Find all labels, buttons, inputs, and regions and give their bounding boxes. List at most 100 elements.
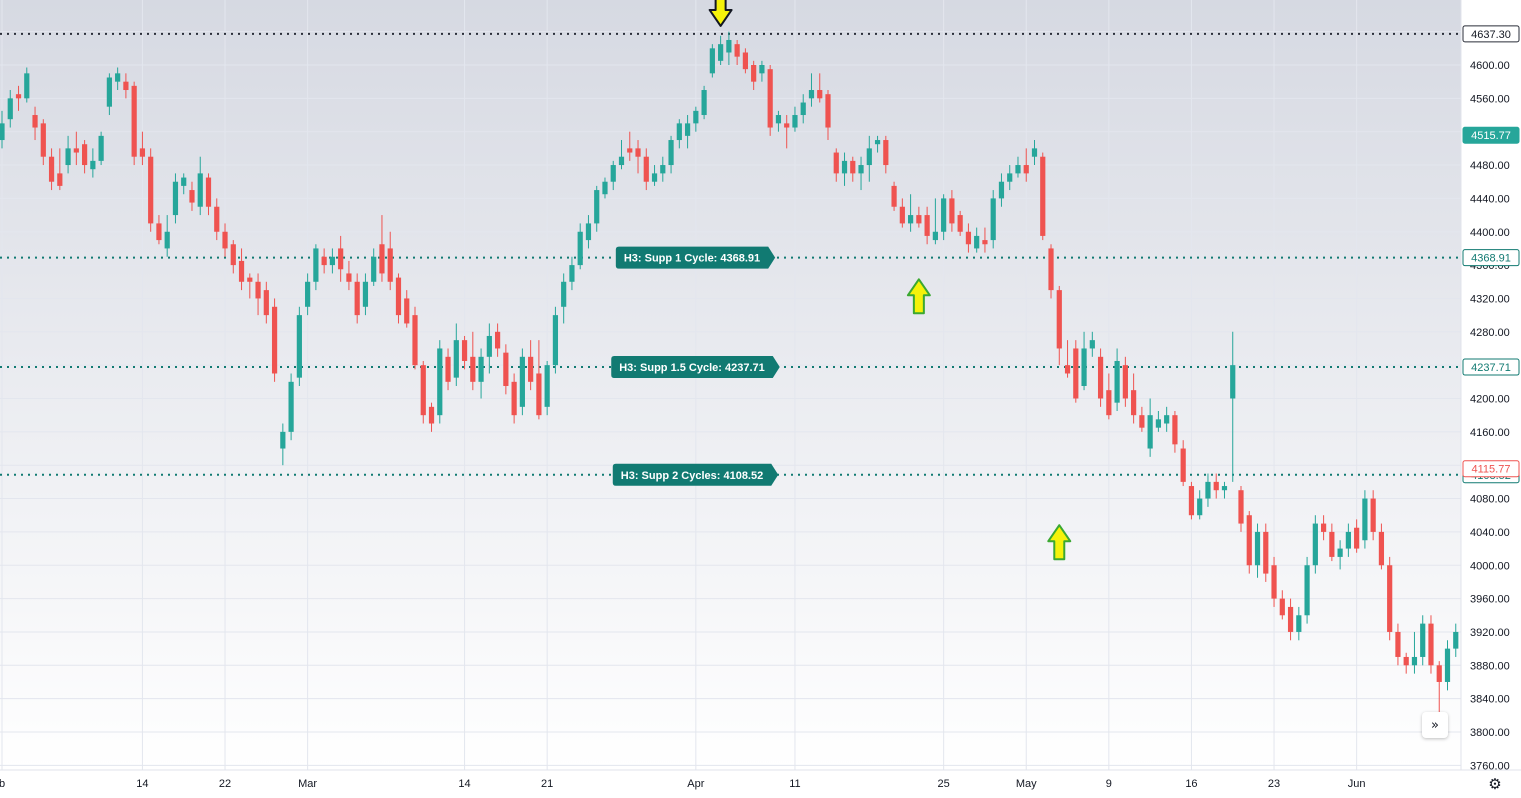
candle-body xyxy=(82,144,88,166)
candle-body xyxy=(362,281,369,307)
candle-body xyxy=(98,135,104,161)
candle-body xyxy=(817,90,823,99)
candle-body xyxy=(916,215,922,224)
candle-body xyxy=(379,244,385,274)
x-tick-label: 14 xyxy=(458,778,470,790)
candle-body xyxy=(891,185,897,207)
candle-body xyxy=(181,177,187,186)
candle-body xyxy=(395,277,402,316)
candle-body xyxy=(48,156,55,182)
candle-body xyxy=(470,356,476,382)
candle-body xyxy=(90,160,96,170)
candle-body xyxy=(164,231,170,249)
candle-body xyxy=(775,115,782,124)
candle-body xyxy=(1436,665,1442,682)
chart-settings-button[interactable]: ⚙ xyxy=(1485,774,1505,794)
x-tick-label: Jun xyxy=(1348,778,1366,790)
candle-body xyxy=(858,165,864,174)
candle-body xyxy=(1155,419,1161,428)
candle-body xyxy=(1131,390,1137,416)
candle-body xyxy=(453,340,459,378)
price-tags: 4637.304515.774368.914237.714108.524115.… xyxy=(1462,25,1520,484)
scroll-to-realtime-button[interactable]: » xyxy=(1422,712,1448,738)
candle-body xyxy=(1271,565,1277,599)
y-tick-label: 3760.00 xyxy=(1470,760,1510,772)
candle-body xyxy=(1354,527,1360,549)
candle-body xyxy=(40,123,46,157)
candle-body xyxy=(371,256,377,282)
candle-body xyxy=(1164,415,1170,424)
time-axis: b 14 22 Mar 14 21 Apr 11 25 May 9 16 23 Jun xyxy=(0,778,1366,790)
candle-body xyxy=(660,165,666,174)
candle-body xyxy=(486,335,492,357)
candle-body xyxy=(974,235,980,249)
candle-body xyxy=(271,306,278,374)
candle-body xyxy=(106,77,112,107)
current-price-tag: 4515.77 xyxy=(1471,130,1511,142)
candle-body xyxy=(503,352,509,386)
candle-body xyxy=(718,44,724,61)
candle-body xyxy=(346,273,352,282)
candle-body xyxy=(1321,523,1327,532)
candle-body xyxy=(288,381,294,432)
x-tick-label: Apr xyxy=(687,778,704,790)
candle-body xyxy=(1411,656,1418,666)
candle-body xyxy=(123,81,129,91)
arrow-down-icon xyxy=(708,0,733,27)
candle-body xyxy=(214,206,220,232)
candle-body xyxy=(115,73,121,82)
x-tick-label: 14 xyxy=(136,778,148,790)
candle-body xyxy=(932,231,938,241)
candle-body xyxy=(949,198,955,224)
candle-body xyxy=(15,94,22,99)
candle-body xyxy=(511,381,517,416)
x-tick-label: 25 xyxy=(938,778,950,790)
arrow-up-icon xyxy=(906,278,931,315)
y-tick-label: 4080.00 xyxy=(1470,494,1510,506)
candle-body xyxy=(0,123,5,141)
candle-body xyxy=(1221,486,1228,491)
candle-body xyxy=(561,281,567,307)
candle-body xyxy=(1139,415,1145,428)
candle-body xyxy=(24,73,30,99)
arrows xyxy=(708,0,1072,561)
candle-body xyxy=(338,248,344,270)
y-tick-label: 4400.00 xyxy=(1470,227,1510,239)
candle-body xyxy=(1370,498,1376,532)
candle-body xyxy=(1254,531,1261,566)
candle-body xyxy=(1263,531,1269,574)
support-level-label: H3: Supp 1.5 Cycle: 4237.71 xyxy=(611,356,780,379)
candle-body xyxy=(73,148,79,153)
x-tick-label: 11 xyxy=(789,778,800,790)
plot-background xyxy=(0,0,1461,770)
candle-body xyxy=(536,373,542,416)
candle-body xyxy=(841,160,848,174)
support-level-badge xyxy=(612,463,779,486)
candle-body xyxy=(412,315,418,366)
candle-body xyxy=(709,48,715,74)
y-tick-label: 4160.00 xyxy=(1470,427,1510,439)
y-tick-label: 4040.00 xyxy=(1470,527,1510,539)
candle-body xyxy=(1056,290,1062,349)
candle-body xyxy=(585,223,592,241)
candle-body xyxy=(172,181,179,216)
support-price-tag-box xyxy=(1462,358,1520,376)
candle-body xyxy=(792,115,798,128)
candle-body xyxy=(1403,656,1409,666)
candle-body xyxy=(941,198,947,232)
gear-icon: ⚙ xyxy=(1488,775,1502,793)
candle-body xyxy=(982,240,988,245)
candle-body xyxy=(428,406,435,424)
support-price-tag: 4368.91 xyxy=(1471,253,1511,265)
x-tick-label: b xyxy=(0,778,5,790)
arrow-up-icon xyxy=(1047,524,1072,561)
support-price-tag: 4237.71 xyxy=(1471,362,1511,374)
candle-body xyxy=(1023,165,1029,174)
candle-body xyxy=(189,190,195,203)
support-level-text: H3: Supp 2 Cycles: 4108.52 xyxy=(621,470,763,482)
candle-body xyxy=(808,90,815,99)
candle-body xyxy=(1378,531,1385,566)
candle-body xyxy=(899,206,905,224)
